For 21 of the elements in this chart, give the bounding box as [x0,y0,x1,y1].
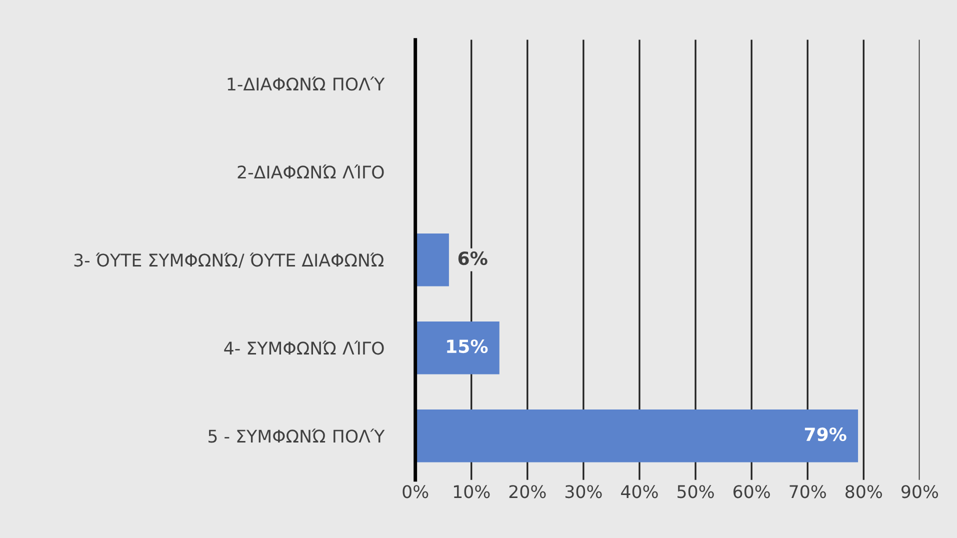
data-label: 79% [804,427,846,442]
bar [415,233,449,286]
y-tick-label: 1-ΔΙΑΦΩΝΏ ΠΟΛΎ [228,76,385,91]
x-tick-label: 0% [402,485,428,498]
x-tick-label: 80% [846,485,882,498]
x-tick-label: 10% [454,485,490,498]
x-tick-label: 30% [565,485,602,498]
x-tick-label: 50% [678,485,714,498]
x-tick-label: 90% [901,485,938,498]
x-tick-label: 60% [733,485,770,498]
bar [415,409,858,462]
y-tick-label: 4- ΣΥΜΦΩΝΏ ΛΊΓΟ [224,340,384,355]
x-tick-label: 20% [509,485,546,498]
x-tick-label: 70% [790,485,826,498]
data-label: 15% [447,339,488,354]
data-label: 6% [458,251,488,266]
x-tick-label: 40% [621,485,658,498]
y-tick-label: 2-ΔΙΑΦΩΝΏ ΛΊΓΟ [238,164,384,179]
bar [415,321,500,374]
y-tick-label: 3- ΌΥΤΕ ΣΥΜΦΩΝΏ/ ΌΥΤΕ ΔΙΑΦΩΝΏ [74,252,384,268]
y-tick-label: 5 - ΣΥΜΦΩΝΏ ΠΟΛΎ [208,428,385,443]
